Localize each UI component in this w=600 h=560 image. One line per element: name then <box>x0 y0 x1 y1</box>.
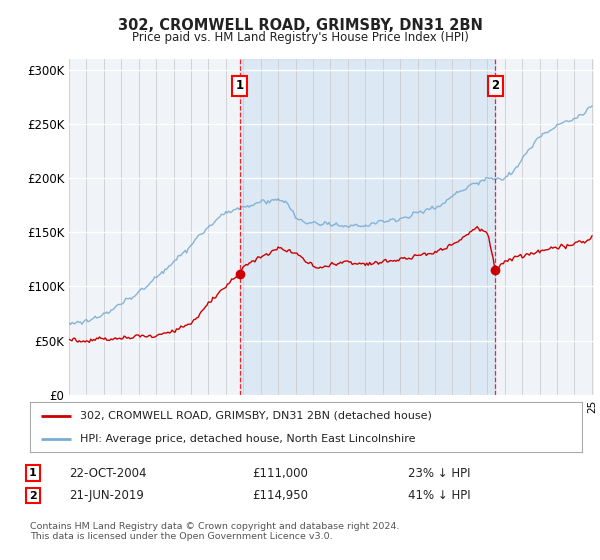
Text: 2: 2 <box>491 80 499 92</box>
Bar <box>239 59 496 395</box>
Text: 22-OCT-2004: 22-OCT-2004 <box>69 466 146 480</box>
Text: £114,950: £114,950 <box>252 489 308 502</box>
Text: 21-JUN-2019: 21-JUN-2019 <box>69 489 144 502</box>
Text: 302, CROMWELL ROAD, GRIMSBY, DN31 2BN (detached house): 302, CROMWELL ROAD, GRIMSBY, DN31 2BN (d… <box>80 410 431 421</box>
Text: 2: 2 <box>29 491 37 501</box>
Text: HPI: Average price, detached house, North East Lincolnshire: HPI: Average price, detached house, Nort… <box>80 434 415 444</box>
Text: Price paid vs. HM Land Registry's House Price Index (HPI): Price paid vs. HM Land Registry's House … <box>131 31 469 44</box>
Text: 41% ↓ HPI: 41% ↓ HPI <box>408 489 470 502</box>
Text: 1: 1 <box>29 468 37 478</box>
Text: 23% ↓ HPI: 23% ↓ HPI <box>408 466 470 480</box>
Text: 302, CROMWELL ROAD, GRIMSBY, DN31 2BN: 302, CROMWELL ROAD, GRIMSBY, DN31 2BN <box>118 18 482 33</box>
Text: Contains HM Land Registry data © Crown copyright and database right 2024.
This d: Contains HM Land Registry data © Crown c… <box>30 522 400 542</box>
Text: £111,000: £111,000 <box>252 466 308 480</box>
Text: 1: 1 <box>236 80 244 92</box>
